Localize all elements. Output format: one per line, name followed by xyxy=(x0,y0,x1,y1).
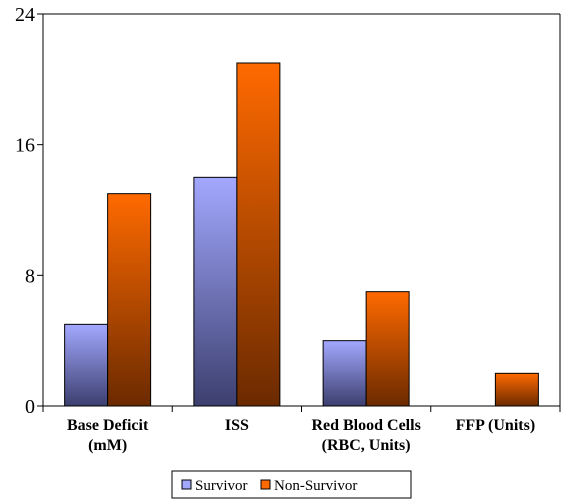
x-category-label: Red Blood Cells (RBC, Units) xyxy=(311,417,420,454)
x-category-label: FFP (Units) xyxy=(456,417,536,434)
legend: Survivor Non-Survivor xyxy=(171,470,412,499)
bar-non-survivor-1 xyxy=(236,62,281,407)
axes-group xyxy=(42,13,561,412)
y-tick-label: 24 xyxy=(15,4,35,26)
y-ticks-group: 0 8 16 24 xyxy=(15,4,43,418)
bar-survivor-2 xyxy=(322,340,367,407)
y-tick-label: 16 xyxy=(15,135,35,157)
y-tick-label: 0 xyxy=(25,396,35,418)
y-tick-label: 8 xyxy=(25,265,35,287)
bar-survivor-1 xyxy=(193,176,238,407)
bar-non-survivor-2 xyxy=(365,291,410,407)
x-category-label: ISS xyxy=(225,417,249,434)
bar-non-survivor-0 xyxy=(107,193,152,407)
legend-label-survivor: Survivor xyxy=(195,478,248,494)
legend-swatch-non-survivor xyxy=(260,479,271,490)
x-labels-group: Base Deficit (mM) ISS Red Blood Cells (RBC, … xyxy=(67,417,535,454)
legend-swatch-survivor xyxy=(181,479,192,490)
x-category-label: Base Deficit (mM) xyxy=(67,417,149,454)
legend-label-non-survivor: Non-Survivor xyxy=(274,478,357,494)
bar-survivor-0 xyxy=(64,323,109,407)
bar-non-survivor-3 xyxy=(494,372,539,407)
legend-box xyxy=(171,470,412,499)
bars-group xyxy=(64,62,539,407)
